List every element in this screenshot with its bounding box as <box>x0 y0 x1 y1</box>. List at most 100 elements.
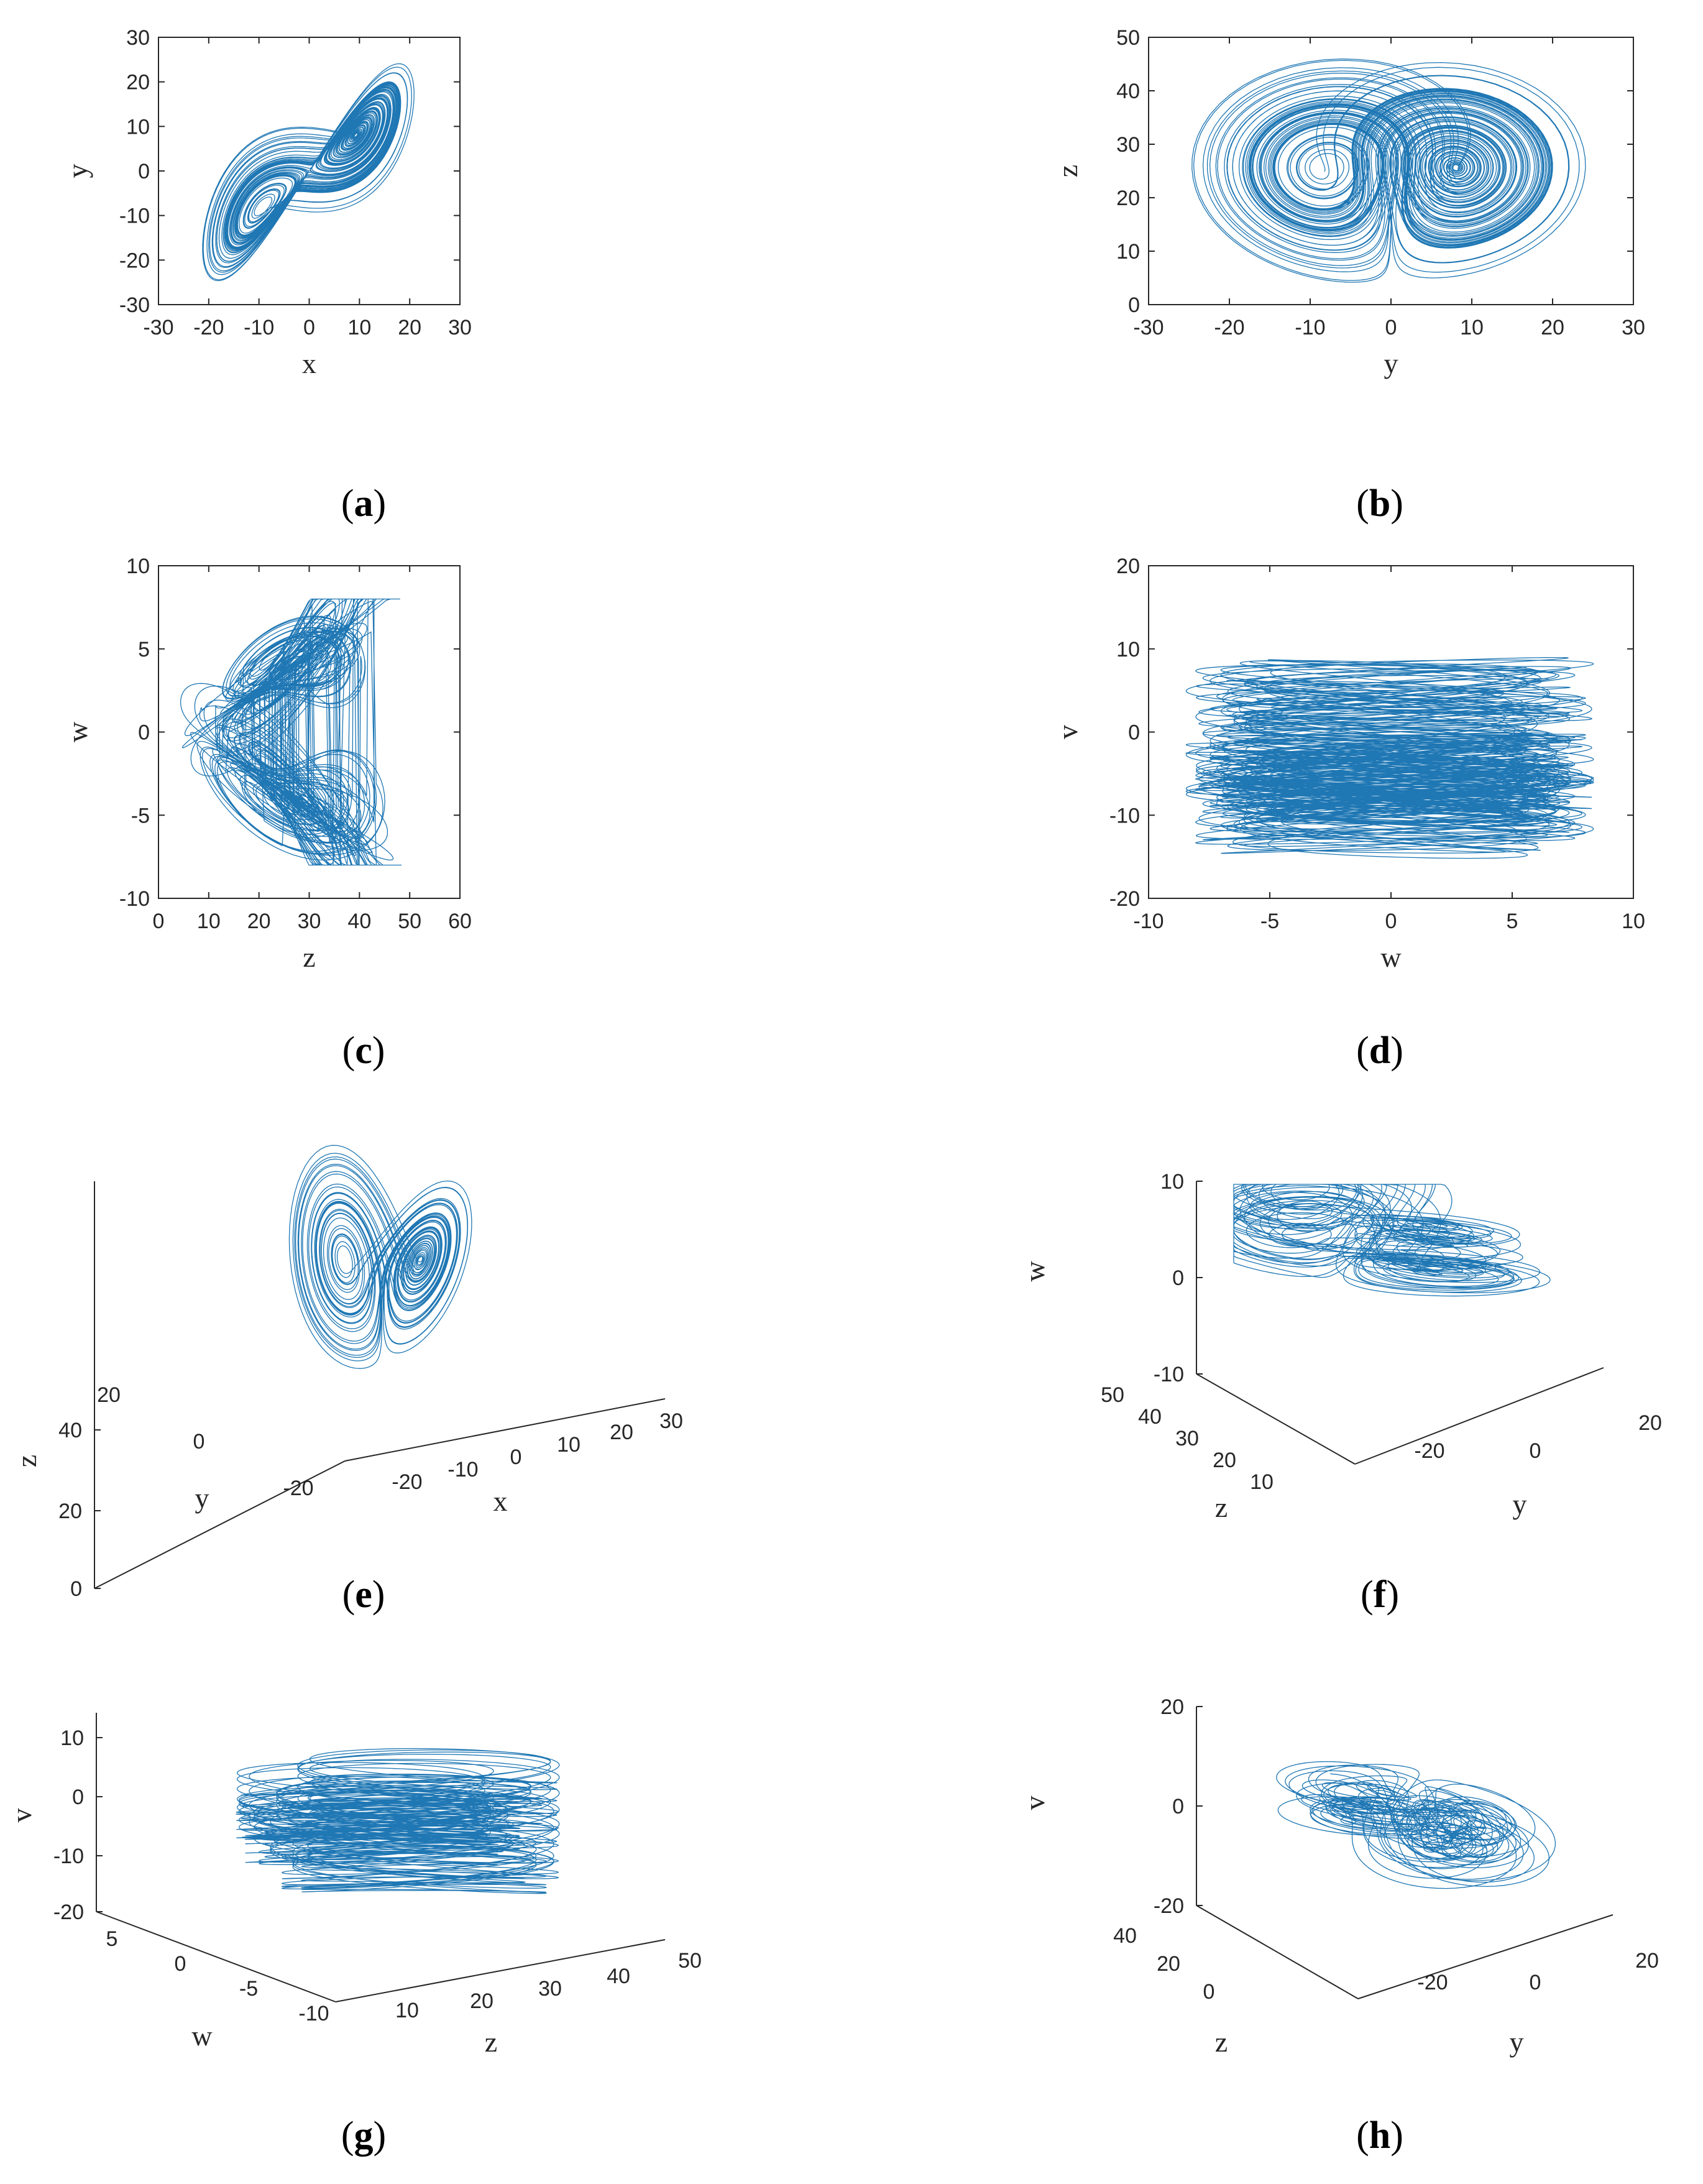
y-tick-label-b-0: 0 <box>1128 293 1140 317</box>
y-tick-label-g-0: 5 <box>106 1927 118 1951</box>
y-tick-label-b-1: 10 <box>1116 240 1140 264</box>
y-tick-label-e-0: 20 <box>97 1383 121 1407</box>
y-tick-label-h-2: 0 <box>1203 1980 1215 2004</box>
x-tick-label-e-5: 30 <box>659 1409 683 1433</box>
z-axis-label-h: v <box>1019 1796 1050 1810</box>
x-tick-label-c-3: 30 <box>298 910 321 933</box>
x-tick-label-a-1: -20 <box>193 316 224 339</box>
y-tick-label-d-2: 0 <box>1128 721 1140 745</box>
y-tick-label-h-0: 40 <box>1113 1924 1137 1948</box>
x-axis-label-h: y <box>1510 2026 1524 2058</box>
trajectory-d <box>1185 657 1594 859</box>
x-tick-label-f-0: -20 <box>1414 1439 1444 1463</box>
z-axis-label-g: v <box>6 1808 37 1823</box>
y-tick-label-a-5: 20 <box>126 71 150 94</box>
y-tick-label-b-5: 50 <box>1116 26 1140 50</box>
y-tick-label-e-2: -20 <box>283 1477 313 1500</box>
x-axis-label-a: x <box>302 348 316 379</box>
x-tick-label-d-2: 0 <box>1385 910 1397 933</box>
z-tick-label-f-1: 0 <box>1172 1266 1184 1290</box>
y-tick-label-b-3: 30 <box>1116 133 1140 157</box>
y-tick-label-a-1: -20 <box>119 249 150 272</box>
y-tick-label-f-2: 30 <box>1175 1427 1199 1450</box>
y-tick-label-e-1: 0 <box>193 1430 205 1454</box>
trajectory-e <box>288 1145 472 1369</box>
x-tick-label-f-2: 20 <box>1638 1411 1662 1435</box>
z-axis-label-e: z <box>11 1455 42 1467</box>
y-tick-label-h-1: 20 <box>1157 1952 1180 1976</box>
x-axis-label-d: w <box>1380 941 1402 973</box>
y-tick-label-d-4: 20 <box>1116 555 1140 578</box>
y-tick-label-f-0: 50 <box>1101 1383 1124 1407</box>
chart-panel-c: 0 10 20 30 40 50 60 -10 -5 0 5 10 z w <box>62 555 472 973</box>
caption-a: (a) <box>341 482 386 525</box>
x-tick-label-c-2: 20 <box>247 910 271 933</box>
caption-b: (b) <box>1356 482 1403 525</box>
x-tick-label-b-3: 0 <box>1385 316 1397 339</box>
x-axis-label-e: x <box>493 1485 508 1517</box>
y-axis-label-c: w <box>62 721 93 742</box>
z-axis-label-f: w <box>1019 1261 1050 1282</box>
trajectory-g <box>235 1748 560 1894</box>
x-tick-label-e-3: 10 <box>557 1433 581 1457</box>
z-tick-label-f-0: -10 <box>1154 1363 1184 1386</box>
y-axis-line-g <box>96 1911 336 2002</box>
x-tick-label-b-2: -10 <box>1295 316 1325 339</box>
chart-panel-b: -30 -20 -10 0 10 20 30 0 10 20 30 40 50 y z <box>1052 26 1645 379</box>
trajectory-f <box>1233 1184 1551 1297</box>
trajectory-a <box>202 63 415 282</box>
x-tick-label-c-5: 50 <box>398 910 421 933</box>
caption-d: (d) <box>1356 1030 1403 1072</box>
y-axis-line-e <box>94 1460 346 1589</box>
x-tick-label-a-0: -30 <box>143 316 173 339</box>
y-tick-label-g-3: -10 <box>298 2002 329 2025</box>
x-tick-label-c-4: 40 <box>347 910 371 933</box>
y-tick-label-g-2: -5 <box>239 1977 258 2001</box>
x-tick-label-c-6: 60 <box>448 910 472 933</box>
x-tick-label-c-0: 0 <box>153 910 165 933</box>
x-tick-label-b-4: 10 <box>1460 316 1484 339</box>
x-tick-label-e-2: 0 <box>510 1445 522 1469</box>
x-tick-label-c-1: 10 <box>197 910 221 933</box>
x-tick-label-b-1: -20 <box>1214 316 1244 339</box>
y-tick-label-a-6: 30 <box>126 26 150 50</box>
x-axis-label-c: z <box>303 941 315 973</box>
x-tick-label-h-2: 20 <box>1635 1949 1659 1973</box>
y-axis-label-f: z <box>1215 1491 1228 1523</box>
chart-panel-a: -30 -20 -10 0 10 20 30 -30 -20 -10 0 10 20 30 x y <box>62 26 472 379</box>
y-tick-label-c-4: 10 <box>126 555 150 578</box>
caption-c: (c) <box>342 1030 385 1072</box>
y-tick-label-c-0: -10 <box>119 887 150 911</box>
z-tick-label-e-2: 40 <box>58 1419 82 1442</box>
y-tick-label-b-4: 40 <box>1116 80 1140 103</box>
z-tick-label-g-1: -10 <box>53 1845 84 1868</box>
y-tick-label-c-3: 5 <box>138 638 150 661</box>
y-tick-label-a-0: -30 <box>119 293 150 317</box>
x-tick-label-f-1: 0 <box>1530 1439 1541 1463</box>
x-axis-line-f <box>1354 1367 1604 1465</box>
z-tick-label-g-3: 10 <box>60 1726 84 1750</box>
x-tick-label-a-4: 10 <box>347 316 371 339</box>
y-tick-label-f-3: 20 <box>1213 1449 1236 1472</box>
x-axis-line-e <box>344 1398 666 1462</box>
x-tick-label-a-6: 30 <box>448 316 472 339</box>
x-tick-label-a-5: 20 <box>398 316 421 339</box>
y-axis-label-b: z <box>1052 165 1083 177</box>
x-tick-label-h-1: 0 <box>1530 1971 1541 1994</box>
x-axis-line-h <box>1357 1914 1613 1999</box>
trajectory-b <box>1191 58 1586 283</box>
y-axis-line-f <box>1196 1373 1356 1465</box>
y-axis-label-a: y <box>62 164 93 178</box>
x-axis-label-f: y <box>1513 1488 1527 1520</box>
x-tick-label-b-0: -30 <box>1133 316 1164 339</box>
x-axis-line-g <box>335 1939 666 2002</box>
y-tick-label-d-1: -10 <box>1109 804 1140 827</box>
trajectory-h <box>1276 1761 1556 1889</box>
x-tick-label-g-0: 10 <box>395 1999 419 2022</box>
z-tick-label-g-2: 0 <box>72 1785 84 1809</box>
y-tick-label-f-1: 40 <box>1138 1405 1162 1429</box>
chart-panel-h: -20 0 20 40 20 0 -20 0 20 v z y <box>1019 1695 1659 2058</box>
